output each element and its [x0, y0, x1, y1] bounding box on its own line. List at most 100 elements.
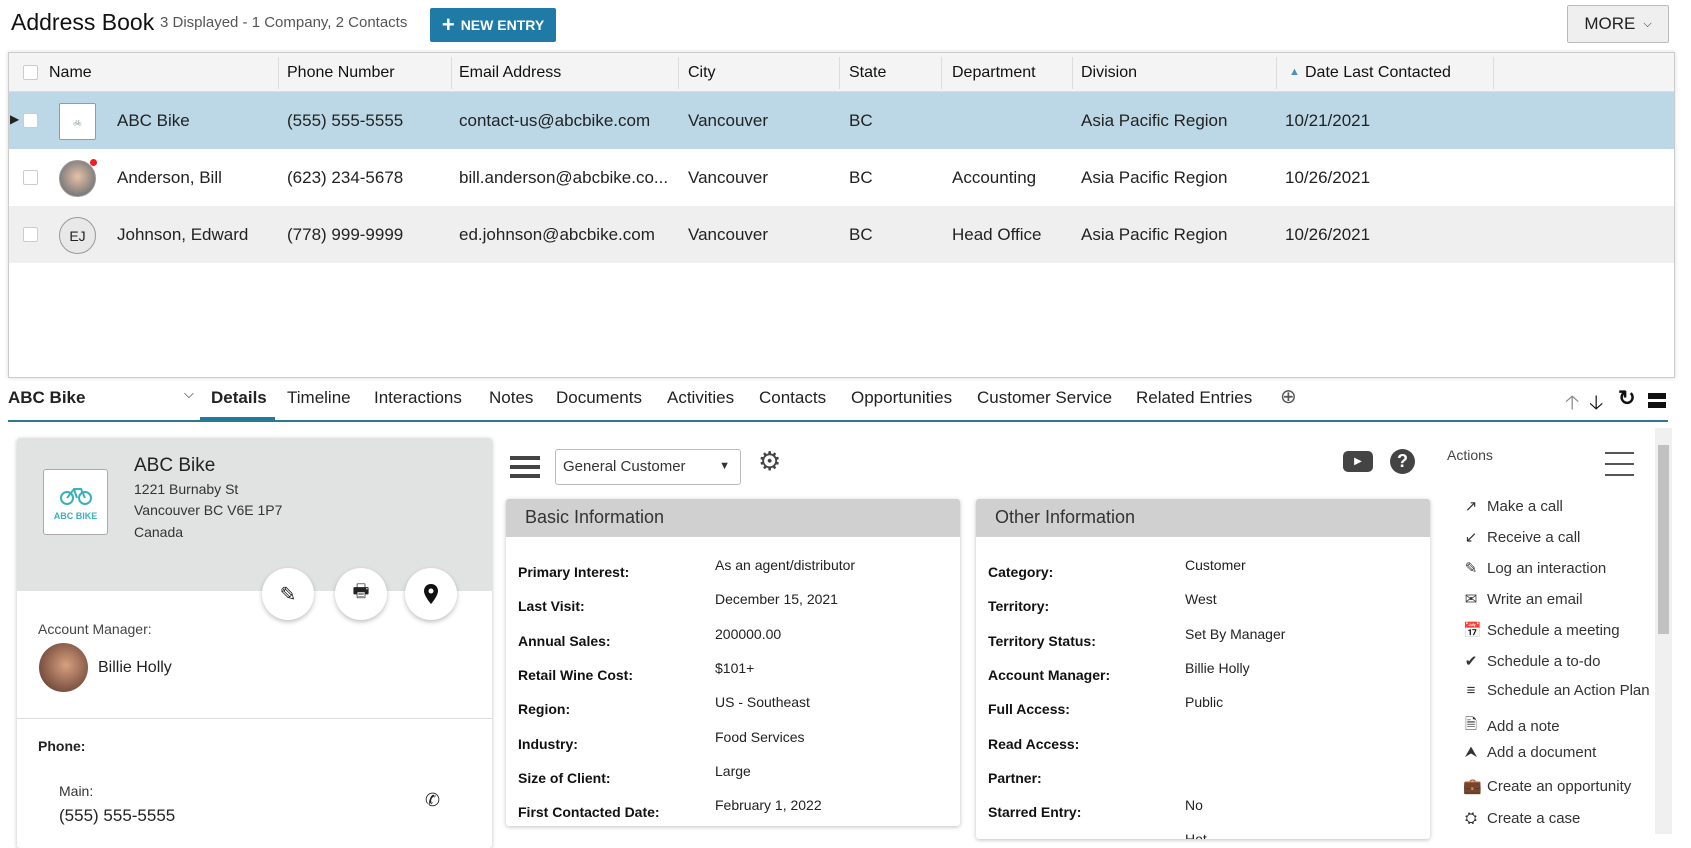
action-item[interactable]: ↗ Make a call	[1463, 497, 1563, 516]
action-item[interactable]: ⮝ Add a document	[1463, 744, 1597, 761]
field-label: Full Access:	[988, 701, 1070, 718]
tab-interactions[interactable]: Interactions	[374, 388, 462, 407]
action-label: Schedule a to-do	[1487, 652, 1601, 670]
entry-count: 3 Displayed - 1 Company, 2 Contacts	[160, 14, 408, 31]
gear-icon[interactable]: ⚙	[758, 446, 782, 476]
cell-division: Asia Pacific Region	[1081, 111, 1228, 130]
map-button[interactable]	[405, 568, 457, 620]
tab-activities[interactable]: Activities	[667, 388, 735, 407]
sort-asc-icon: ▲	[1289, 66, 1300, 78]
help-icon[interactable]: ?	[1390, 449, 1415, 474]
tab-notes[interactable]: Notes	[489, 388, 534, 407]
field-value: Customer	[1185, 557, 1246, 573]
tab-customer-service[interactable]: Customer Service	[977, 388, 1113, 407]
row-checkbox[interactable]	[23, 227, 38, 242]
row-checkbox[interactable]	[23, 113, 38, 128]
tab-related-entries[interactable]: Related Entries	[1136, 388, 1253, 407]
action-label: Write an email	[1487, 590, 1583, 608]
action-item[interactable]: ⛭ Create a case	[1463, 810, 1580, 827]
previous-entry-icon[interactable]: 🡡	[1565, 392, 1580, 414]
edit-button[interactable]: ✎	[262, 568, 314, 620]
select-all-checkbox[interactable]	[23, 65, 38, 80]
col-city[interactable]: City	[688, 64, 716, 81]
account-manager-name[interactable]: Billie Holly	[98, 659, 172, 676]
row-checkbox[interactable]	[23, 170, 38, 185]
address-country: Canada	[134, 524, 184, 540]
action-item[interactable]: ✔ Schedule a to-do	[1463, 652, 1601, 671]
field-value: As an agent/distributor	[715, 557, 856, 573]
youtube-icon[interactable]: ▶	[1343, 451, 1373, 472]
action-item[interactable]: 📅 Schedule a meeting	[1463, 621, 1620, 640]
cell-phone: (555) 555-5555	[287, 111, 404, 130]
company-logo: ABC BIKE	[43, 469, 108, 535]
tab-timeline[interactable]: Timeline	[287, 388, 351, 407]
more-button[interactable]: MORE ⌵	[1567, 5, 1669, 43]
phone-icon[interactable]: ✆	[425, 790, 441, 810]
action-item[interactable]: ✎ Log an interaction	[1463, 559, 1607, 578]
add-tab-icon[interactable]: ⊕	[1280, 386, 1297, 408]
col-phone[interactable]: Phone Number	[287, 64, 395, 81]
col-date-last-contacted[interactable]: Date Last Contacted	[1305, 64, 1451, 81]
make-call-icon: ↗	[1464, 498, 1478, 515]
col-state[interactable]: State	[849, 64, 887, 81]
actions-menu-icon[interactable]	[1605, 452, 1634, 476]
tab-contacts[interactable]: Contacts	[759, 388, 827, 407]
new-entry-button[interactable]: + NEW ENTRY	[430, 8, 556, 42]
field-value: US - Southeast	[715, 694, 810, 711]
layout-toggle-icon[interactable]	[1648, 393, 1666, 408]
field-label: Territory:	[988, 598, 1050, 615]
main-phone-label: Main:	[59, 783, 94, 799]
scrollbar-thumb[interactable]	[1658, 445, 1669, 634]
next-entry-icon[interactable]: 🡣	[1589, 392, 1604, 414]
field-label: Starred Entry:	[988, 804, 1082, 821]
action-item[interactable]: ✉ Write an email	[1463, 590, 1583, 609]
action-plan-icon: ≡	[1466, 682, 1476, 699]
detail-entry-name: ABC Bike	[8, 388, 86, 407]
col-email[interactable]: Email Address	[459, 64, 562, 81]
action-item[interactable]: 🗎 Add a note	[1463, 714, 1560, 739]
add-note-icon: 🗎	[1464, 716, 1478, 733]
cell-email: ed.johnson@abcbike.com	[459, 225, 655, 244]
action-item[interactable]: 💼 Create an opportunity	[1463, 777, 1632, 796]
cell-email: contact-us@abcbike.com	[459, 111, 651, 130]
action-item[interactable]: ↙ Receive a call	[1463, 528, 1581, 547]
cell-email: bill.anderson@abcbike.co...	[459, 168, 669, 187]
new-entry-label: NEW ENTRY	[460, 17, 545, 33]
tab-details[interactable]: Details	[211, 388, 267, 407]
cell-phone: (623) 234-5678	[287, 168, 404, 187]
cell-city: Vancouver	[688, 225, 769, 244]
briefcase-icon: 💼	[1463, 778, 1482, 795]
field-label: Primary Interest:	[518, 564, 630, 580]
field-label: Annual Sales:	[518, 632, 611, 649]
cell-name: Anderson, Bill	[117, 168, 222, 187]
card-name: ABC Bike	[134, 455, 216, 476]
action-item[interactable]: ≡ Schedule an Action Plan	[1463, 682, 1650, 699]
field-label: Industry:	[518, 735, 578, 752]
tab-documents[interactable]: Documents	[556, 388, 642, 407]
field-layout-menu-icon[interactable]	[510, 456, 540, 478]
action-label: Create an opportunity	[1487, 777, 1632, 795]
company-logo: 🚲	[59, 103, 96, 140]
email-icon: ✉	[1464, 591, 1478, 608]
col-name[interactable]: Name	[49, 64, 92, 81]
col-division[interactable]: Division	[1081, 64, 1138, 81]
table-row[interactable]: ▶ 🚲 ABC Bike (555) 555-5555 contact-us@abcbi…	[9, 92, 1674, 149]
table-row[interactable]: EJ Johnson, Edward (778) 999-9999 ed.johnso…	[9, 206, 1674, 263]
scrollbar[interactable]	[1655, 428, 1672, 834]
layout-select[interactable]: General Customer ▼	[555, 449, 741, 485]
field-label: Size of Client:	[518, 769, 611, 786]
log-interaction-icon: ✎	[1464, 560, 1478, 577]
field-value: December 15, 2021	[715, 591, 838, 608]
print-button[interactable]: 🖶	[335, 568, 387, 620]
main-phone-number[interactable]: (555) 555-5555	[59, 806, 176, 825]
refresh-icon[interactable]: ↻	[1618, 387, 1636, 410]
chevron-down-icon[interactable]: ⌵	[184, 386, 194, 401]
tab-opportunities[interactable]: Opportunities	[851, 388, 953, 407]
table-row[interactable]: Anderson, Bill (623) 234-5678 bill.anderso…	[9, 149, 1674, 206]
field-value: $101+	[715, 659, 755, 676]
calendar-icon: 📅	[1463, 622, 1482, 639]
col-department[interactable]: Department	[952, 64, 1036, 81]
page-title: Address Book	[11, 9, 155, 35]
action-label: Add a note	[1487, 718, 1560, 735]
grid-header: Name Phone Number Email Address City Sta…	[9, 53, 1674, 92]
